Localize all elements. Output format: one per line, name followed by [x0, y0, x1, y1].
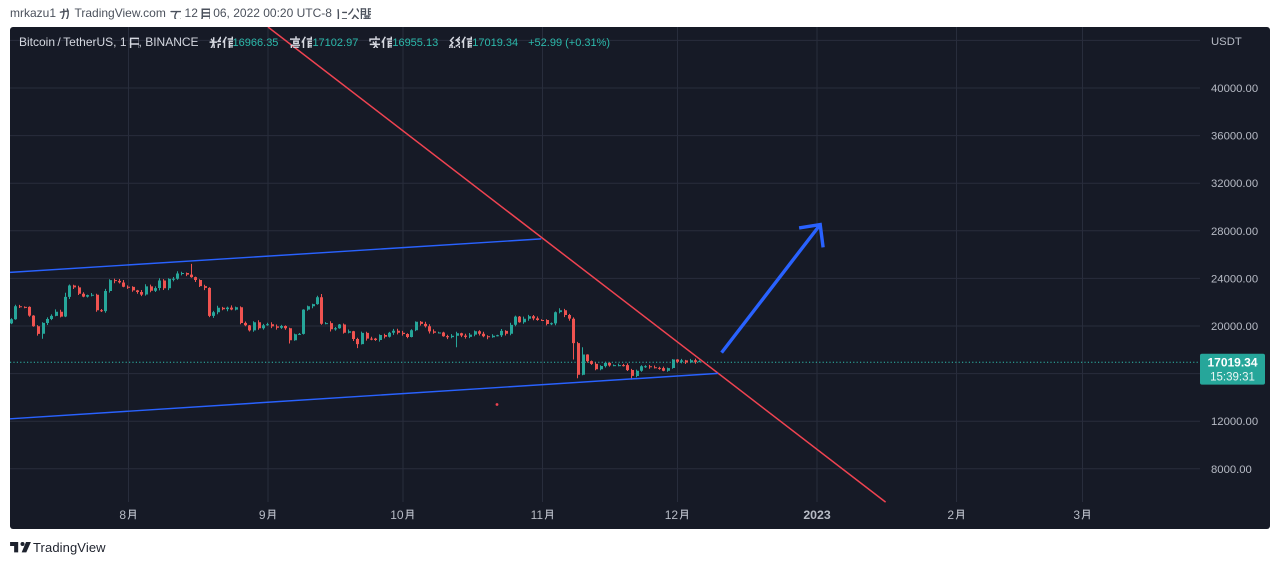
svg-text:32000.00: 32000.00 — [1211, 178, 1258, 190]
svg-text:9: 9 — [259, 508, 266, 522]
svg-text:8000.00: 8000.00 — [1211, 464, 1252, 476]
svg-text:12: 12 — [665, 508, 679, 522]
svg-text:11: 11 — [531, 508, 544, 522]
svg-text:2023: 2023 — [803, 508, 831, 522]
svg-text:10: 10 — [390, 508, 404, 522]
svg-text:20000.00: 20000.00 — [1211, 321, 1258, 333]
svg-text:28000.00: 28000.00 — [1211, 226, 1258, 238]
svg-text:12000.00: 12000.00 — [1211, 416, 1258, 428]
svg-text:2: 2 — [947, 508, 954, 522]
svg-text:36000.00: 36000.00 — [1211, 131, 1258, 143]
svg-text:8: 8 — [119, 508, 126, 522]
svg-text:USDT: USDT — [1211, 36, 1242, 48]
svg-text:17019.34: 17019.34 — [1207, 355, 1257, 369]
svg-text:3: 3 — [1073, 508, 1080, 522]
svg-text:24000.00: 24000.00 — [1211, 273, 1258, 285]
svg-text:40000.00: 40000.00 — [1211, 83, 1258, 95]
svg-text:15:39:31: 15:39:31 — [1210, 371, 1255, 383]
